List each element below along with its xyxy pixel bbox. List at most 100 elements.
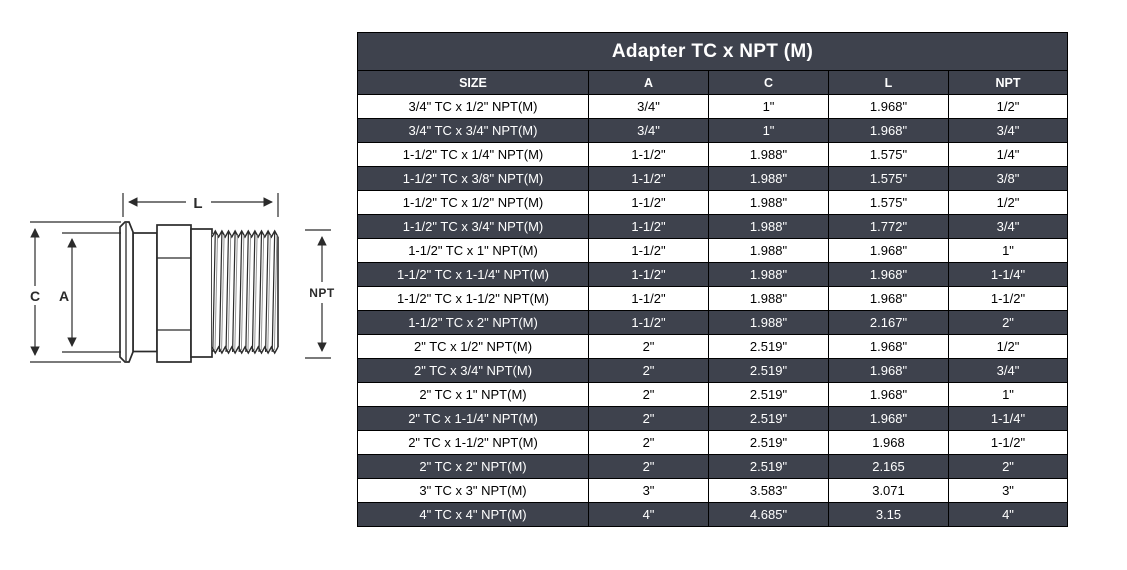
- cell: 1.968": [828, 118, 949, 143]
- cell: 1.988": [708, 310, 829, 335]
- table-row: 4" TC x 4" NPT(M) 4" 4.685" 3.15 4": [357, 502, 1069, 527]
- cell: 1-1/2" TC x 1/4" NPT(M): [357, 142, 589, 167]
- cell: 3/4": [588, 118, 709, 143]
- cell: 2.165: [828, 454, 949, 479]
- cell: 1-1/2" TC x 1-1/4" NPT(M): [357, 262, 589, 287]
- cell: 3/4": [947, 214, 1069, 239]
- column-header-size: SIZE: [357, 70, 589, 95]
- cell: 2" TC x 1-1/2" NPT(M): [357, 430, 589, 455]
- cell: 1-1/2" TC x 1/2" NPT(M): [357, 190, 589, 215]
- table-header-row: SIZE A C L NPT: [357, 70, 1069, 95]
- cell: 2.519": [708, 334, 829, 359]
- spec-table: Adapter TC x NPT (M) SIZE A C L NPT 3/4"…: [356, 32, 1069, 527]
- cell: 1.988": [708, 262, 829, 287]
- cell: 1-1/2" TC x 2" NPT(M): [357, 310, 589, 335]
- table-row: 2" TC x 1-1/4" NPT(M) 2" 2.519" 1.968" 1-1/4…: [357, 406, 1069, 431]
- cell: 1": [947, 382, 1069, 407]
- cell: 1.575": [828, 142, 949, 167]
- cell: 1-1/2": [947, 286, 1069, 311]
- cell: 2": [588, 406, 709, 431]
- dimension-flange-od: [30, 221, 121, 363]
- cell: 1.968": [828, 238, 949, 263]
- cell: 2.519": [708, 454, 829, 479]
- cell: 3/4" TC x 1/2" NPT(M): [357, 94, 589, 119]
- cell: 1.575": [828, 190, 949, 215]
- thread-hatch-dark: [212, 231, 276, 353]
- cell: 1-1/4": [947, 262, 1069, 287]
- cell: 2" TC x 1/2" NPT(M): [357, 334, 589, 359]
- cell: 2" TC x 1" NPT(M): [357, 382, 589, 407]
- collar: [190, 228, 213, 358]
- adapter-body: [119, 221, 213, 363]
- cell: 1.988": [708, 142, 829, 167]
- table-row: 2" TC x 1-1/2" NPT(M) 2" 2.519" 1.968 1-1/2": [357, 430, 1069, 455]
- cell: 1-1/2" TC x 3/8" NPT(M): [357, 166, 589, 191]
- cell: 3" TC x 3" NPT(M): [357, 478, 589, 503]
- table-row: 3/4" TC x 1/2" NPT(M) 3/4" 1" 1.968" 1/2": [357, 94, 1069, 119]
- table-row: 1-1/2" TC x 3/4" NPT(M) 1-1/2" 1.988" 1.772…: [357, 214, 1069, 239]
- cell: 1-1/4": [947, 406, 1069, 431]
- cell: 1.968: [828, 430, 949, 455]
- cell: 1-1/2": [588, 142, 709, 167]
- cell: 3/8": [947, 166, 1069, 191]
- cell: 1.968": [828, 358, 949, 383]
- dimension-label-c: C: [30, 288, 40, 304]
- table-title: Adapter TC x NPT (M): [356, 32, 1069, 71]
- cell: 3/4" TC x 3/4" NPT(M): [357, 118, 589, 143]
- cell: 1-1/2": [588, 238, 709, 263]
- thread-crest-top: [211, 229, 279, 239]
- hex-body: [156, 224, 192, 363]
- cell: 1-1/2": [588, 166, 709, 191]
- cell: 1.772": [828, 214, 949, 239]
- cell: 1-1/2": [947, 430, 1069, 455]
- cell: 1.968": [828, 334, 949, 359]
- cell: 3": [947, 478, 1069, 503]
- cell: 1/2": [947, 94, 1069, 119]
- cell: 4.685": [708, 502, 829, 527]
- cell: 1.988": [708, 214, 829, 239]
- cell: 2": [947, 454, 1069, 479]
- dimension-label-l: L: [193, 195, 202, 212]
- cell: 1.968": [828, 262, 949, 287]
- cell: 2" TC x 1-1/4" NPT(M): [357, 406, 589, 431]
- table-row: 2" TC x 1/2" NPT(M) 2" 2.519" 1.968" 1/2": [357, 334, 1069, 359]
- cell: 2.519": [708, 430, 829, 455]
- table-row: 1-1/2" TC x 1-1/2" NPT(M) 1-1/2" 1.988" 1.9…: [357, 286, 1069, 311]
- column-header-npt: NPT: [947, 70, 1069, 95]
- npt-threads: [211, 229, 279, 355]
- cell: 1-1/2" TC x 3/4" NPT(M): [357, 214, 589, 239]
- dimension-label-npt: NPT: [309, 286, 335, 300]
- cell: 1/4": [947, 142, 1069, 167]
- cell: 3.071: [828, 478, 949, 503]
- cell: 1.968": [828, 406, 949, 431]
- dimension-label-a: A: [59, 288, 69, 304]
- cell: 1-1/2": [588, 190, 709, 215]
- table-row: 2" TC x 1" NPT(M) 2" 2.519" 1.968" 1": [357, 382, 1069, 407]
- cell: 3.583": [708, 478, 829, 503]
- cell: 1.988": [708, 190, 829, 215]
- cell: 3.15: [828, 502, 949, 527]
- cell: 1.575": [828, 166, 949, 191]
- dimension-npt: [305, 229, 331, 359]
- cell: 4" TC x 4" NPT(M): [357, 502, 589, 527]
- ferrule-neck: [132, 232, 158, 353]
- thread-crest-bottom: [211, 345, 279, 355]
- dimension-length: [122, 193, 279, 217]
- cell: 2": [588, 454, 709, 479]
- cell: 1/2": [947, 190, 1069, 215]
- cell: 2.519": [708, 382, 829, 407]
- cell: 1.968": [828, 94, 949, 119]
- cell: 1.968": [828, 382, 949, 407]
- cell: 1.988": [708, 286, 829, 311]
- table-title-row: Adapter TC x NPT (M): [356, 32, 1069, 71]
- cell: 1": [947, 238, 1069, 263]
- column-header-l: L: [828, 70, 949, 95]
- table-row: 1-1/2" TC x 1/4" NPT(M) 1-1/2" 1.988" 1.575…: [357, 142, 1069, 167]
- cell: 4": [588, 502, 709, 527]
- cell: 1-1/2": [588, 310, 709, 335]
- cell: 1-1/2": [588, 214, 709, 239]
- cell: 2": [588, 382, 709, 407]
- cell: 4": [947, 502, 1069, 527]
- cell: 3/4": [947, 118, 1069, 143]
